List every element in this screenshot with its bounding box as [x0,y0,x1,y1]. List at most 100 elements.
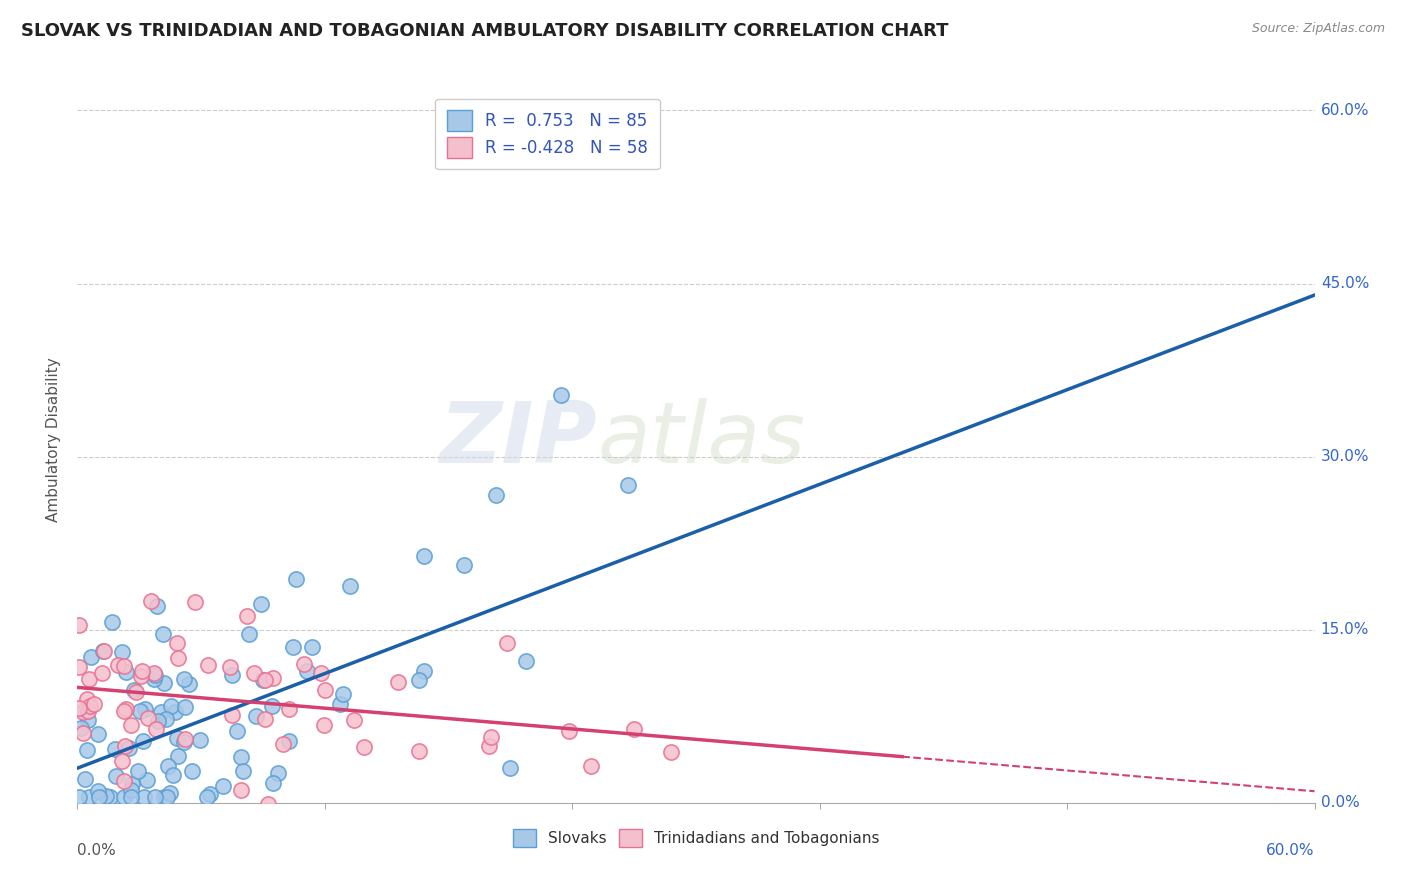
Point [115,665,138,680]
Point [252,673,274,687]
Point [112,790,135,805]
Point [284,572,307,586]
Point [173,735,195,749]
Point [301,640,323,654]
Point [75,772,97,786]
Point [114,739,136,754]
Point [129,669,152,683]
Point [262,671,284,685]
Point [499,761,522,775]
Point [408,744,430,758]
Point [232,764,254,779]
Point [157,758,180,772]
Text: 0.0%: 0.0% [1320,796,1360,810]
Legend: Slovaks, Trinidadians and Tobagonians: Slovaks, Trinidadians and Tobagonians [506,822,886,854]
Point [242,665,264,680]
Point [311,665,333,680]
Point [235,609,257,624]
Point [93,644,115,658]
Point [77,704,100,718]
Point [329,697,352,711]
Point [120,790,142,805]
Point [166,748,188,763]
Point [149,705,172,719]
Point [281,640,304,655]
Point [129,704,152,718]
Point [104,742,127,756]
Point [146,714,169,728]
Text: 0.0%: 0.0% [77,843,117,858]
Point [387,674,409,689]
Point [111,754,134,768]
Point [177,676,200,690]
Point [515,654,537,668]
Point [76,692,98,706]
Point [659,745,682,759]
Point [159,787,181,801]
Point [412,549,434,563]
Point [67,659,90,673]
Point [226,724,249,739]
Point [152,626,174,640]
Point [67,618,90,632]
Point [181,764,204,778]
Point [339,578,361,592]
Point [550,388,572,402]
Point [312,718,335,732]
Point [198,787,221,801]
Point [231,749,253,764]
Point [120,783,142,797]
Point [221,708,243,723]
Point [195,790,218,805]
Point [145,723,167,737]
Text: Source: ZipAtlas.com: Source: ZipAtlas.com [1251,22,1385,36]
Point [292,657,315,671]
Point [136,711,159,725]
Point [72,726,94,740]
Point [80,649,103,664]
Point [262,776,284,790]
Point [257,797,280,812]
Point [485,488,508,502]
Point [72,705,94,719]
Point [173,699,195,714]
Point [167,651,190,665]
Point [143,790,166,805]
Point [87,727,110,741]
Point [105,769,128,783]
Point [107,657,129,672]
Point [353,739,375,754]
Point [231,783,253,797]
Point [134,702,156,716]
Point [188,732,211,747]
Point [132,733,155,747]
Point [174,732,197,747]
Point [160,698,183,713]
Text: atlas: atlas [598,398,806,481]
Point [219,659,242,673]
Point [262,699,284,714]
Point [131,665,153,679]
Text: ZIP: ZIP [439,398,598,481]
Point [87,790,110,805]
Point [135,772,157,787]
Text: 60.0%: 60.0% [1267,843,1315,858]
Point [163,705,186,719]
Point [557,724,579,739]
Point [221,668,243,682]
Point [132,790,155,805]
Point [184,595,207,609]
Point [343,713,366,727]
Point [332,687,354,701]
Point [249,597,271,611]
Point [143,672,166,686]
Point [266,766,288,780]
Point [495,636,517,650]
Point [156,790,179,805]
Point [166,636,188,650]
Point [79,698,101,713]
Point [277,734,299,748]
Point [153,675,176,690]
Point [579,759,602,773]
Point [67,700,90,714]
